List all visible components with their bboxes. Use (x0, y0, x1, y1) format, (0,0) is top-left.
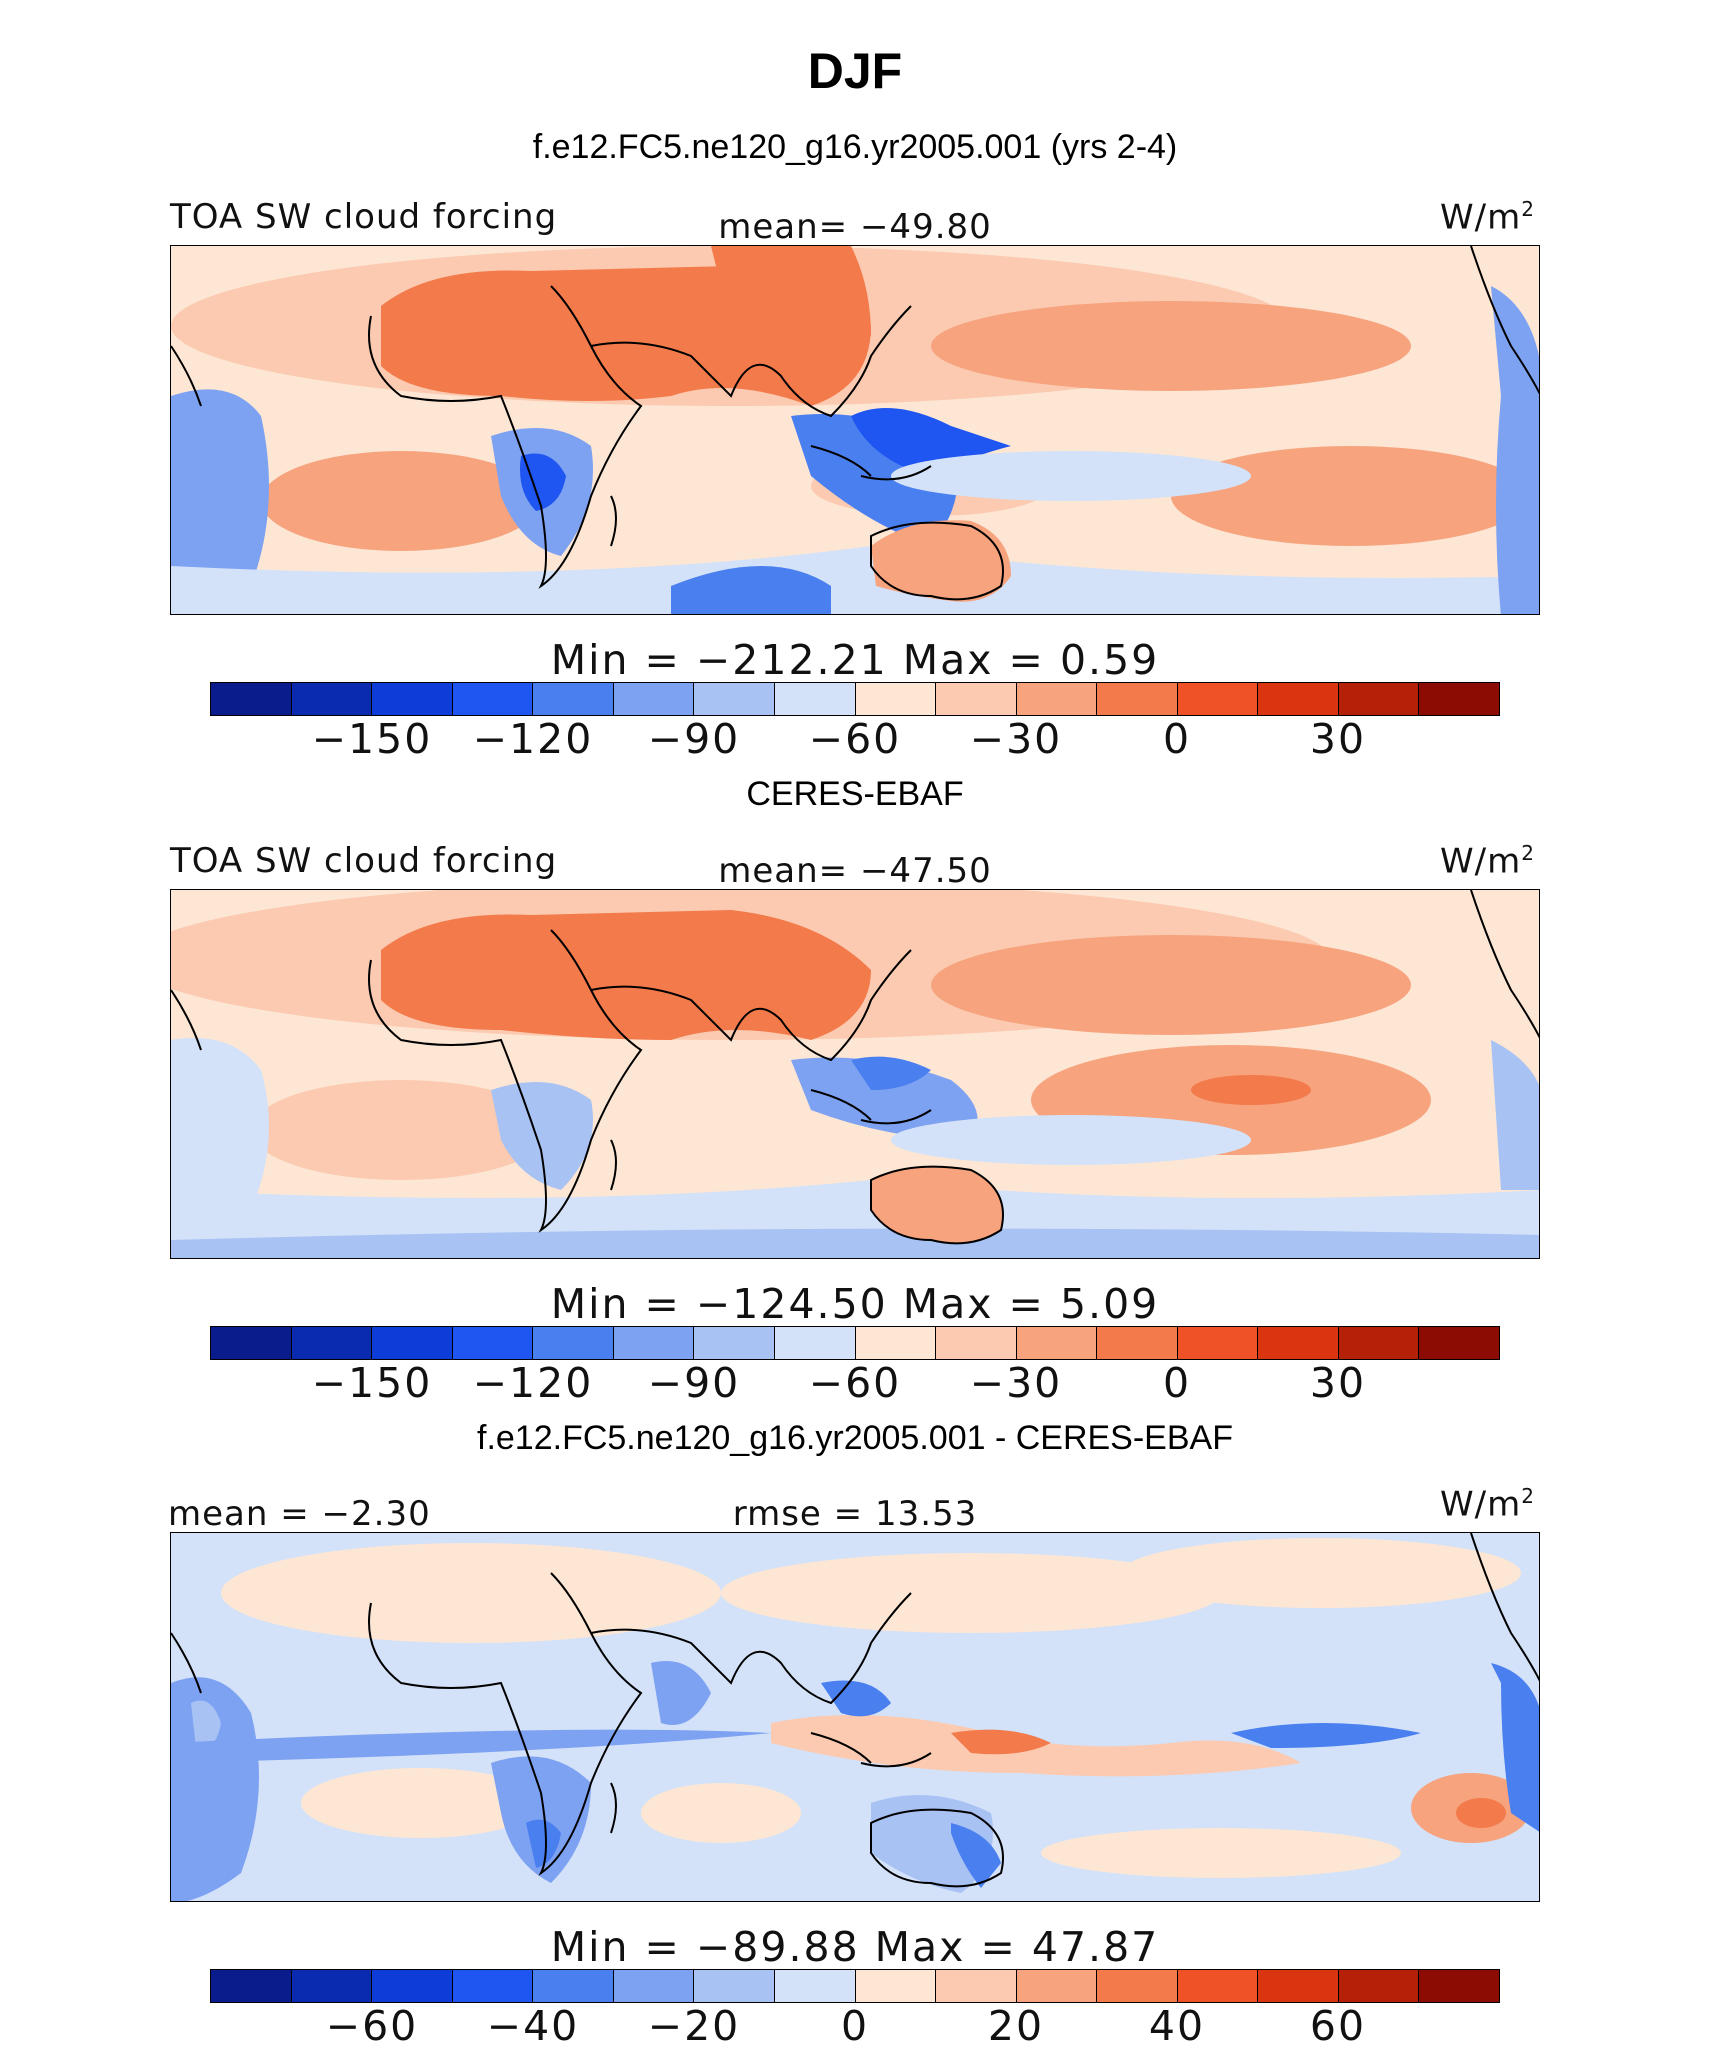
panel3-range-text: Min = −89.88 Max = 47.87 (550, 1923, 1160, 1971)
colorbar-box (1097, 683, 1178, 715)
colorbar-box (291, 683, 373, 715)
panel2-map (170, 889, 1540, 1259)
panel2-colorbar (210, 1326, 1500, 1360)
colorbar-box (1419, 683, 1499, 715)
panel3-map (170, 1532, 1540, 1902)
panel3-tick: −60 (325, 2002, 419, 2050)
panel2-tick: −90 (647, 1359, 741, 1407)
panel1-tick: 0 (1162, 715, 1192, 763)
colorbar-box (855, 1327, 937, 1359)
panel3-map-svg (171, 1533, 1539, 1901)
panel1-tick: −120 (472, 715, 594, 763)
panel1-tick: −60 (808, 715, 902, 763)
panel1-colorbar (210, 682, 1500, 716)
colorbar-box (1338, 683, 1420, 715)
panel1-tick: −150 (311, 715, 433, 763)
panel2-mean-label: mean= −47.50 (718, 851, 992, 891)
colorbar-box (211, 1970, 292, 2002)
colorbar-box (291, 1970, 373, 2002)
colorbar-box (613, 683, 695, 715)
panel1-unit: W/m2 (1440, 197, 1535, 238)
colorbar-box (452, 1970, 534, 2002)
colorbar-box (533, 683, 614, 715)
colorbar-box (211, 683, 292, 715)
colorbar-box (1097, 1327, 1178, 1359)
colorbar-box (1016, 1327, 1098, 1359)
panel2-tick: 30 (1309, 1359, 1367, 1407)
colorbar-box (1419, 1970, 1499, 2002)
colorbar-box (936, 683, 1017, 715)
colorbar-box (613, 1970, 695, 2002)
panel3-colorbar (210, 1969, 1500, 2003)
panel1-tick: −30 (969, 715, 1063, 763)
panel1-map-svg (171, 246, 1539, 614)
colorbar-box (855, 1970, 937, 2002)
colorbar-box (694, 683, 775, 715)
colorbar-box (1258, 1327, 1339, 1359)
panel2-range-text: Min = −124.50 Max = 5.09 (550, 1280, 1160, 1328)
colorbar-box (452, 683, 534, 715)
figure-title: DJF (807, 43, 903, 99)
panel3-mean-label: mean = −2.30 (168, 1494, 431, 1534)
colorbar-box (1016, 683, 1098, 715)
panel1-map (170, 245, 1540, 615)
colorbar-box (1419, 1327, 1499, 1359)
panel3-tick: 0 (840, 2002, 870, 2050)
colorbar-box (1097, 1970, 1178, 2002)
panel3-unit: W/m2 (1440, 1484, 1535, 1525)
colorbar-box (1338, 1327, 1420, 1359)
panel2-tick: −120 (472, 1359, 594, 1407)
panel1-mean-label: mean= −49.80 (718, 207, 992, 247)
panel2-tick: 0 (1162, 1359, 1192, 1407)
colorbar-box (1338, 1970, 1420, 2002)
panel2-tick: −60 (808, 1359, 902, 1407)
panel2-left-label: TOA SW cloud forcing (170, 841, 558, 881)
colorbar-box (372, 683, 453, 715)
panel3-tick: 60 (1309, 2002, 1367, 2050)
panel2-tick: −30 (969, 1359, 1063, 1407)
colorbar-box (1177, 1970, 1259, 2002)
colorbar-box (372, 1327, 453, 1359)
colorbar-box (211, 1327, 292, 1359)
colorbar-box (774, 683, 856, 715)
colorbar-box (774, 1327, 856, 1359)
panel1-subtitle: f.e12.FC5.ne120_g16.yr2005.001 (yrs 2-4) (532, 128, 1178, 166)
colorbar-box (694, 1970, 775, 2002)
colorbar-box (291, 1327, 373, 1359)
panel3-tick: −40 (486, 2002, 580, 2050)
panel3-rmse-label: rmse = 13.53 (732, 1494, 978, 1534)
panel1-left-label: TOA SW cloud forcing (170, 197, 558, 237)
panel3-subtitle: f.e12.FC5.ne120_g16.yr2005.001 - CERES-E… (477, 1419, 1233, 1457)
colorbar-box (533, 1327, 614, 1359)
colorbar-box (1258, 683, 1339, 715)
panel3-tick: 40 (1148, 2002, 1206, 2050)
colorbar-box (533, 1970, 614, 2002)
panel1-range-text: Min = −212.21 Max = 0.59 (550, 636, 1160, 684)
colorbar-box (855, 683, 937, 715)
panel2-unit: W/m2 (1440, 841, 1535, 882)
colorbar-box (1177, 1327, 1259, 1359)
panel1-tick: −90 (647, 715, 741, 763)
colorbar-box (936, 1970, 1017, 2002)
colorbar-box (613, 1327, 695, 1359)
colorbar-box (774, 1970, 856, 2002)
panel2-map-svg (171, 890, 1539, 1258)
colorbar-box (1177, 683, 1259, 715)
colorbar-box (1016, 1970, 1098, 2002)
colorbar-box (452, 1327, 534, 1359)
colorbar-box (372, 1970, 453, 2002)
panel2-subtitle: CERES-EBAF (746, 775, 964, 813)
panel3-tick: −20 (647, 2002, 741, 2050)
colorbar-box (936, 1327, 1017, 1359)
panel3-tick: 20 (987, 2002, 1045, 2050)
panel2-tick: −150 (311, 1359, 433, 1407)
colorbar-box (694, 1327, 775, 1359)
panel1-tick: 30 (1309, 715, 1367, 763)
colorbar-box (1258, 1970, 1339, 2002)
